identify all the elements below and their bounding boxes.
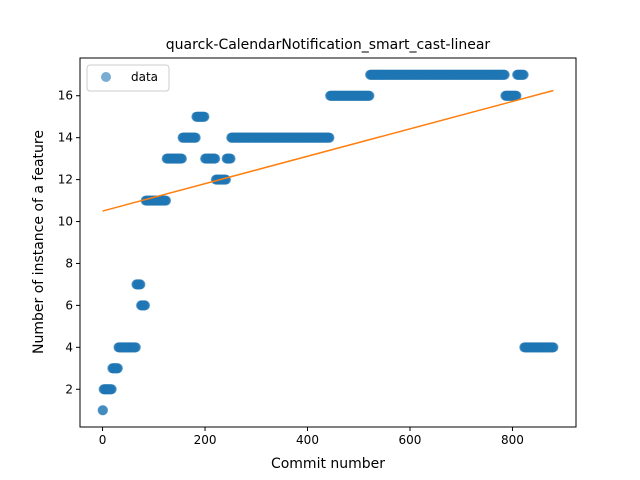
y-tick-label: 8 [65, 256, 73, 270]
y-tick-label: 14 [58, 131, 73, 145]
data-segment [365, 69, 510, 80]
data-segment [519, 342, 559, 353]
data-segment [113, 342, 141, 353]
legend-box [86, 64, 170, 92]
data-point [106, 384, 117, 395]
data-point [225, 153, 236, 164]
y-tick-label: 10 [58, 215, 73, 229]
data-point [518, 69, 529, 80]
data-point [130, 342, 141, 353]
data-point [176, 153, 187, 164]
y-tick-label: 4 [65, 340, 73, 354]
data-point [511, 90, 522, 101]
data-point [112, 363, 123, 374]
data-point [548, 342, 559, 353]
data-segment [98, 384, 117, 395]
legend-data-label: data [131, 70, 158, 84]
y-tick-label: 2 [65, 382, 73, 396]
fit-line [102, 89, 554, 212]
data-point [98, 405, 109, 416]
data-segment [200, 153, 221, 164]
x-tick-label: 0 [99, 433, 107, 447]
data-segment [191, 111, 210, 122]
data-point [324, 132, 335, 143]
data-point [140, 300, 151, 311]
chart-title: quarck-CalendarNotification_smart_cast-l… [166, 37, 491, 53]
y-tick-label: 12 [58, 173, 73, 187]
data-segment [135, 300, 151, 311]
x-tick-label: 600 [399, 433, 422, 447]
y-tick-label: 16 [58, 89, 73, 103]
data-point [210, 153, 221, 164]
data-point [364, 90, 375, 101]
data-point [499, 69, 510, 80]
axes-frame [79, 57, 577, 428]
x-axis-ticks: 0 200 400 600 800 [99, 427, 524, 447]
x-tick-label: 400 [296, 433, 319, 447]
data-segment [131, 279, 146, 290]
x-axis-label: Commit number [271, 456, 385, 472]
data-point [190, 132, 201, 143]
data-segment [177, 132, 201, 143]
y-tick-label: 6 [65, 298, 73, 312]
y-axis-label: Number of instance of a feature [31, 130, 47, 354]
legend-data-marker [101, 72, 111, 82]
data-segment [97, 405, 109, 416]
data-segment [512, 69, 529, 80]
x-tick-label: 800 [501, 433, 524, 447]
data-segment [161, 153, 187, 164]
data-segment [500, 90, 522, 101]
x-tick-label: 200 [194, 433, 217, 447]
legend: data [86, 64, 170, 92]
data-segment [107, 363, 123, 374]
data-segment [325, 90, 375, 101]
data-point [161, 195, 172, 206]
data-point [135, 279, 146, 290]
data-segment [221, 153, 236, 164]
data-point [199, 111, 210, 122]
y-axis-ticks: 2 4 6 8 10 12 14 16 [58, 89, 80, 396]
data-layer [97, 69, 559, 416]
data-segment [226, 132, 335, 143]
